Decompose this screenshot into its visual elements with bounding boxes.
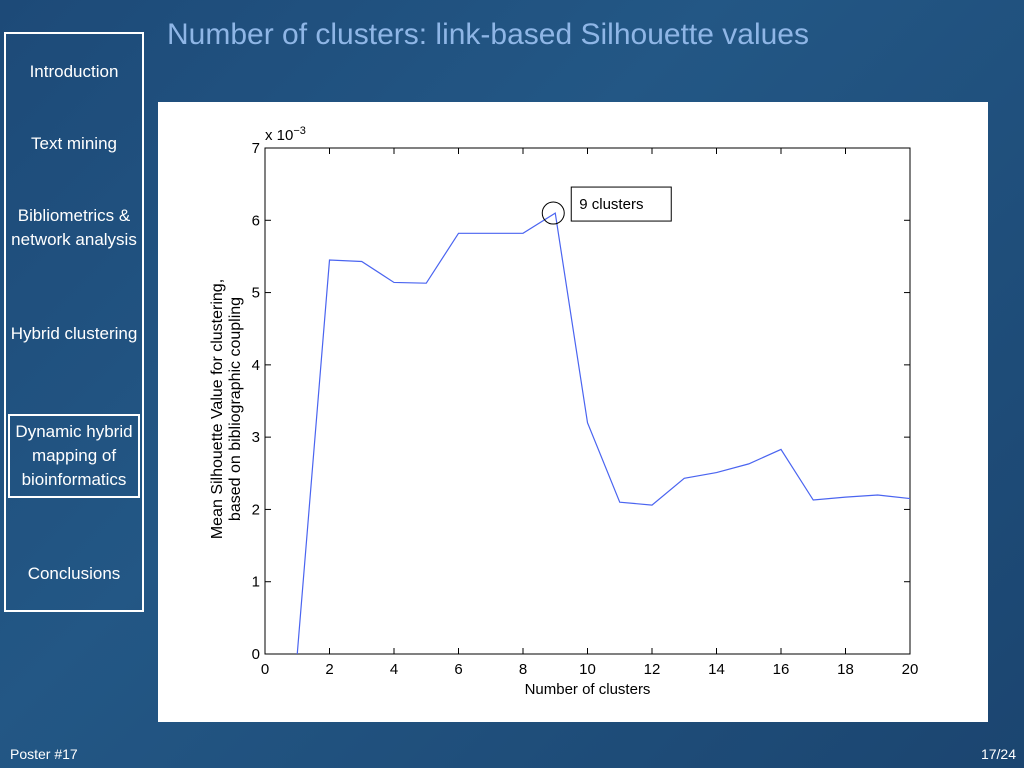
x-tick-label: 0	[261, 661, 269, 678]
slide-title: Number of clusters: link-based Silhouett…	[167, 18, 809, 51]
y-axis-label: based on bibliographic coupling	[227, 297, 244, 521]
annotation-circle	[541, 201, 565, 225]
x-axis-label: Number of clusters	[525, 681, 651, 698]
y-tick-label: 6	[252, 212, 260, 229]
nav-item[interactable]: Bibliometrics & network analysis	[11, 206, 137, 249]
sidebar-nav: Introduction Text mining Bibliometrics & n…	[4, 32, 144, 612]
x-tick-label: 6	[454, 661, 462, 678]
x-tick-label: 2	[325, 661, 333, 678]
y-tick-label: 0	[252, 646, 260, 663]
chart-panel: 0 1 2 3 4 5 6 7 0 2 4 6 8 10 12 14 16 18 20 Number of clust…	[158, 102, 988, 722]
y-axis-label: Mean Silhouette Value for clustering,	[209, 279, 226, 539]
nav-item[interactable]: Hybrid clustering	[10, 324, 138, 343]
data-line	[296, 212, 911, 655]
footer-left: Poster #17	[10, 746, 78, 762]
x-tick-label: 12	[644, 661, 661, 678]
y-tick-label: 2	[252, 501, 260, 518]
y-multiplier-exponent: −3	[293, 125, 306, 137]
x-tick-label: 16	[773, 661, 790, 678]
nav-item[interactable]: Conclusions	[27, 564, 121, 583]
x-tick-label: 18	[837, 661, 854, 678]
y-tick-label: 4	[252, 357, 260, 374]
footer-right: 17/24	[980, 746, 1016, 762]
y-tick-label: 1	[252, 574, 260, 591]
x-tick-label: 10	[579, 661, 596, 678]
annotation-box	[570, 186, 672, 222]
annotation-text: 9 clusters	[579, 196, 643, 213]
x-tick-label: 4	[390, 661, 398, 678]
y-tick-label: 5	[252, 285, 260, 302]
nav-item[interactable]: Text mining	[31, 134, 117, 153]
x-tick-label: 14	[708, 661, 725, 678]
x-tick-label: 20	[902, 661, 919, 678]
plot-frame	[264, 147, 911, 655]
y-multiplier-base: x 10	[265, 127, 293, 144]
y-tick-label: 7	[252, 140, 260, 157]
nav-item[interactable]: Introduction	[29, 62, 119, 81]
y-tick-label: 3	[252, 429, 260, 446]
nav-item[interactable]: Dynamic hybrid mapping of bioinformatics	[8, 414, 140, 498]
y-multiplier: x 10−3	[265, 125, 306, 144]
x-tick-label: 8	[519, 661, 527, 678]
